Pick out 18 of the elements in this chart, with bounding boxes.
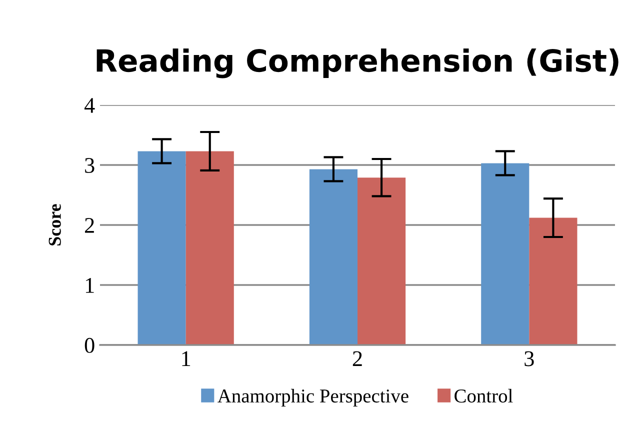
chart-title: Reading Comprehension (Gist) (96, 48, 618, 78)
y-tick-label: 4 (84, 98, 95, 113)
legend-label: Anamorphic Perspective (218, 388, 408, 407)
y-tick-label: 1 (86, 278, 94, 293)
bar (186, 151, 234, 345)
bar (481, 163, 530, 345)
bar (309, 169, 358, 345)
x-tick-label: 3 (524, 351, 534, 366)
y-axis-title: Score (48, 204, 61, 246)
y-tick-label: 3 (85, 158, 94, 173)
legend-label: Control (454, 388, 513, 403)
bar (529, 218, 578, 345)
bar (138, 151, 186, 345)
y-tick-label: 0 (84, 338, 94, 353)
bar (358, 178, 406, 345)
x-tick-label: 1 (182, 351, 190, 366)
y-tick-label: 2 (85, 218, 94, 233)
x-tick-label: 2 (352, 351, 362, 366)
